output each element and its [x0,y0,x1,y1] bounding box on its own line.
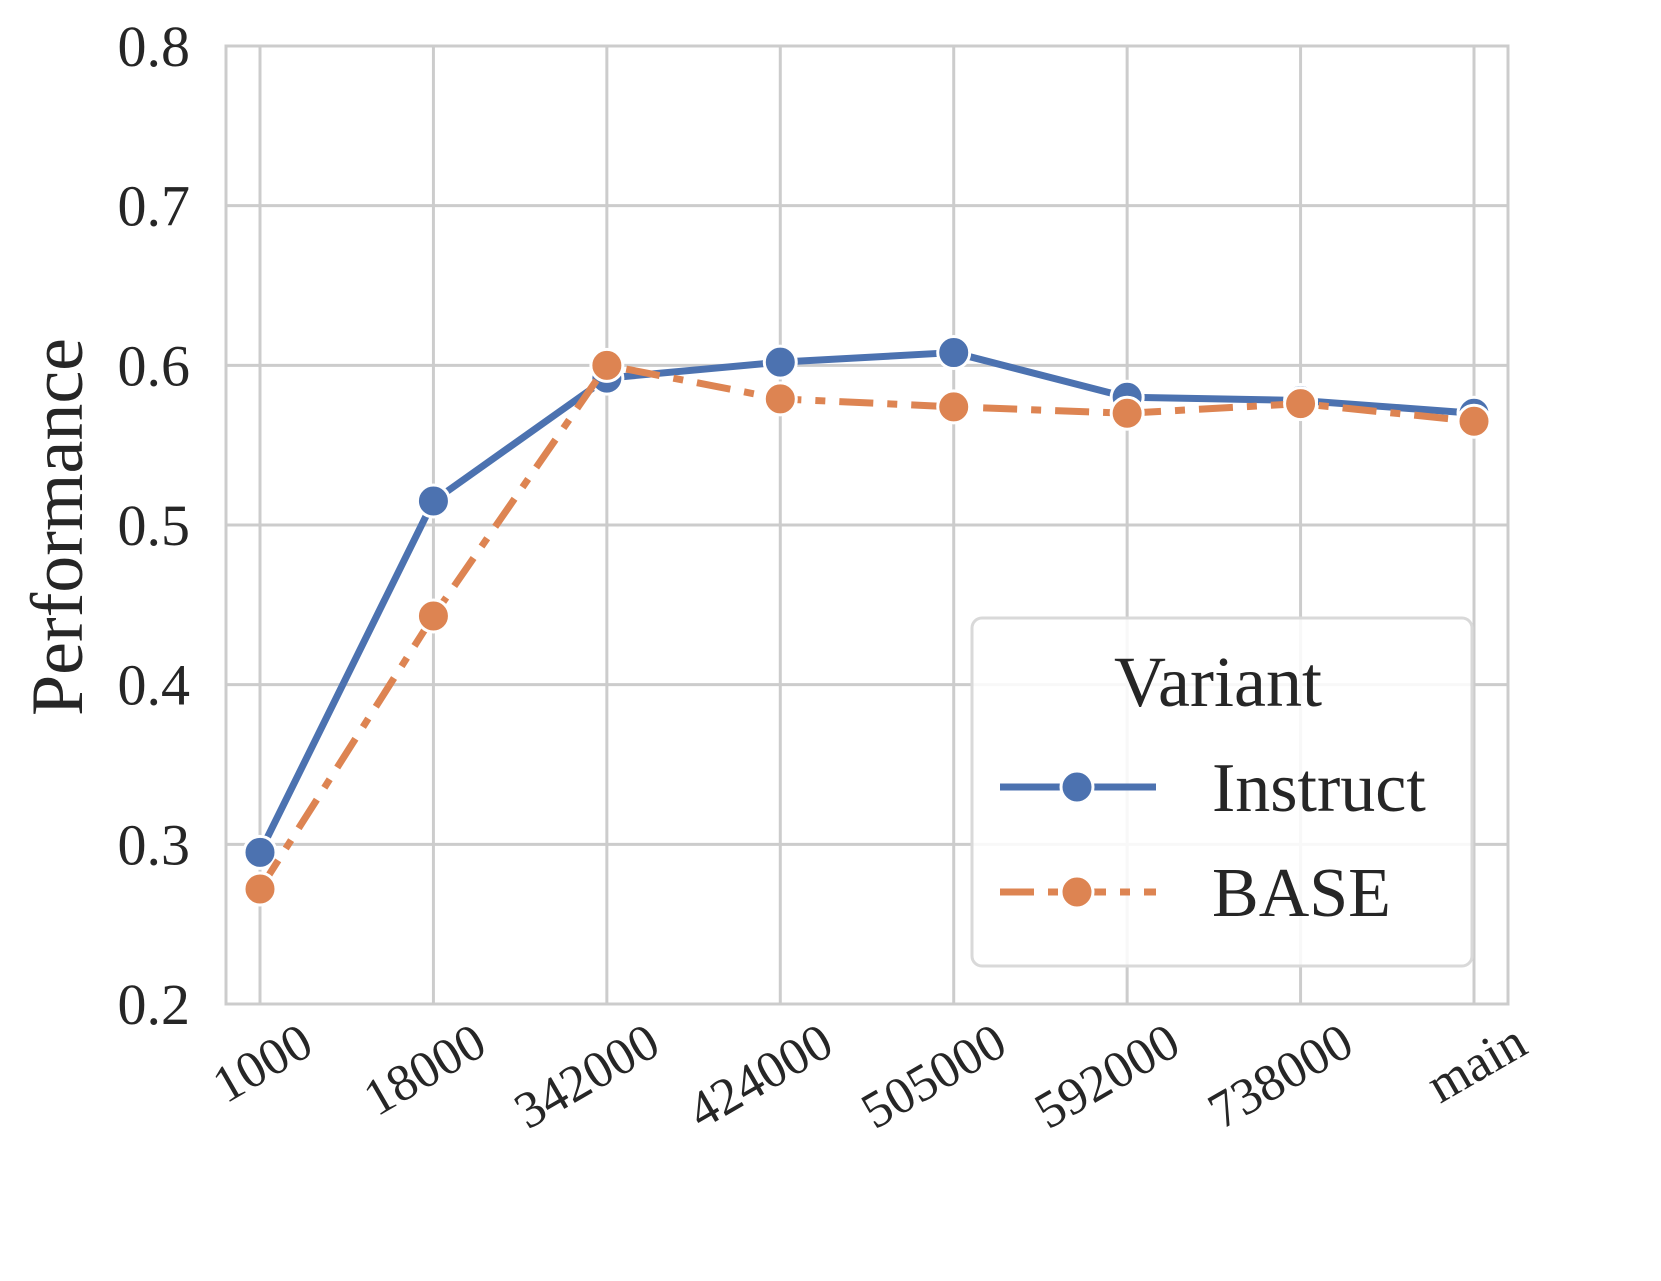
legend-box [970,616,1474,968]
legend-entry-base: BASE [1000,855,1391,932]
legend-entry-instruct: Instruct [1000,750,1426,827]
x-tick-label: 18000 [354,1013,495,1127]
data-point-base [1109,395,1145,431]
x-tick-label: 505000 [852,1013,1016,1140]
y-axis-label: Performance [17,338,99,716]
x-tick-label: 592000 [1026,1013,1190,1140]
series-base [242,347,1492,907]
data-point-base [762,381,798,417]
y-tick-label: 0.8 [118,14,191,79]
y-tick-label: 0.3 [118,812,191,877]
legend-label-base: BASE [1212,855,1391,932]
series [242,335,1492,907]
x-tick-label: 342000 [505,1013,669,1140]
y-tick-label: 0.6 [118,333,191,398]
series-instruct [242,335,1492,870]
plot-frame [224,44,1510,1006]
legend-marker-base [1059,874,1095,910]
data-point-base [1456,403,1492,439]
data-point-base [415,598,451,634]
grid [226,44,1508,1006]
y-tick-label: 0.4 [118,653,191,718]
data-point-instruct [762,344,798,380]
y-tick-label: 0.2 [118,972,191,1037]
data-point-instruct [242,834,278,870]
legend-label-instruct: Instruct [1212,750,1426,827]
data-point-base [589,347,625,383]
legend: Variant Instruct BASE [970,616,1474,968]
data-point-base [936,389,972,425]
x-tick-labels: 1000 18000 342000 424000 505000 592000 738000 m… [203,1013,1536,1140]
series-line-base [257,361,1475,891]
data-point-base [1283,386,1319,422]
y-tick-label: 0.5 [118,493,191,558]
data-point-instruct [936,335,972,371]
y-tick-labels: 0.2 0.3 0.4 0.5 0.6 0.7 0.8 [118,14,191,1037]
y-tick-label: 0.7 [118,174,191,239]
x-tick-label: main [1417,1013,1536,1114]
x-tick-label: 424000 [679,1013,843,1140]
data-point-instruct [415,483,451,519]
legend-marker-instruct [1059,769,1095,805]
data-point-base [242,871,278,907]
legend-title: Variant [1114,642,1322,722]
x-tick-label: 1000 [203,1013,322,1114]
series-line-instruct [256,349,1475,854]
x-tick-label: 738000 [1199,1013,1363,1140]
